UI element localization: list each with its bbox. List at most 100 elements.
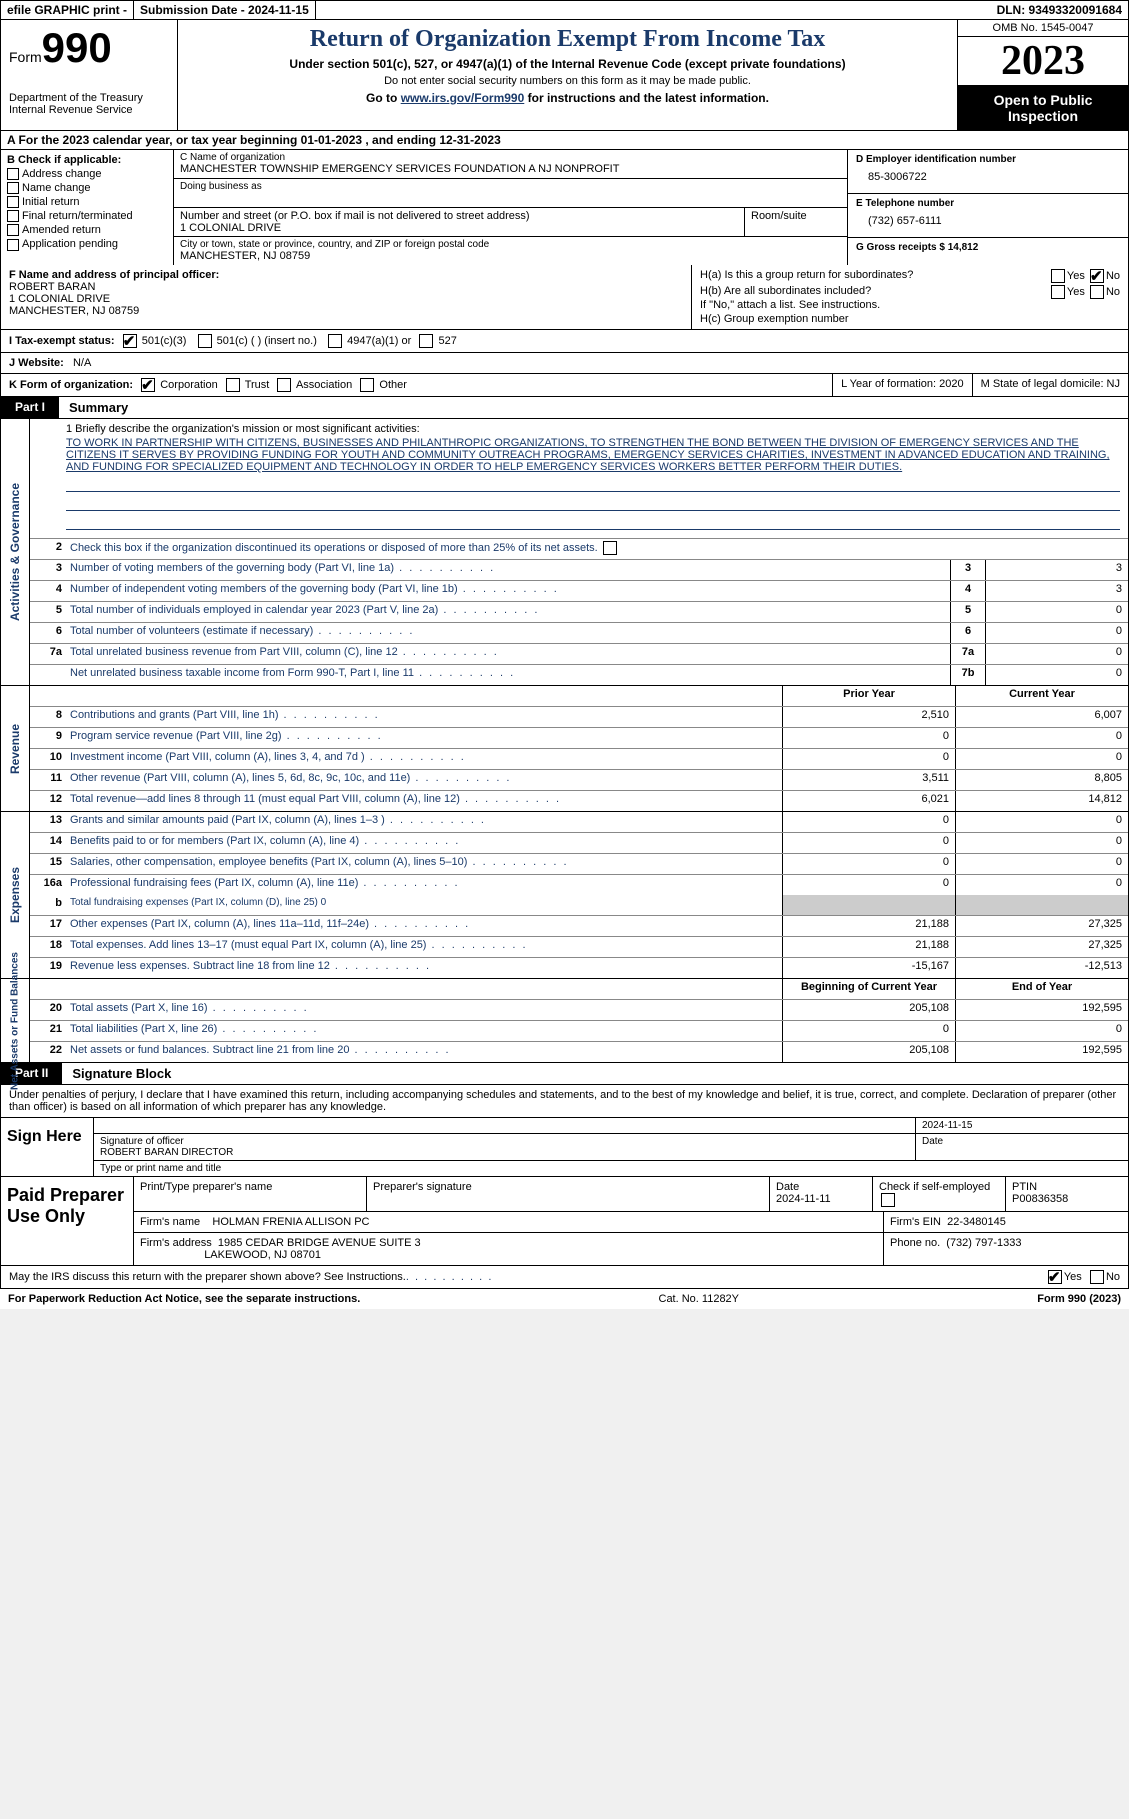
checkbox-icon[interactable] — [603, 541, 617, 555]
checkbox-icon[interactable] — [7, 168, 19, 180]
checkbox-icon[interactable] — [1051, 269, 1065, 283]
dln-label: DLN: 93493320091684 — [991, 1, 1128, 19]
checkbox-icon[interactable] — [7, 210, 19, 222]
checkbox-icon[interactable] — [419, 334, 433, 348]
line-desc: Check this box if the organization disco… — [66, 539, 1128, 559]
group-return-cell: H(a) Is this a group return for subordin… — [692, 265, 1128, 329]
phone-label: E Telephone number — [856, 198, 1120, 209]
irs-link[interactable]: www.irs.gov/Form990 — [401, 91, 525, 105]
form-org-cell: K Form of organization: Corporation Trus… — [1, 374, 415, 396]
preparer-label: Paid Preparer Use Only — [1, 1177, 134, 1265]
website-value: N/A — [73, 357, 91, 369]
prep-name-head: Print/Type preparer's name — [134, 1177, 367, 1211]
opt-address-change: Address change — [7, 168, 167, 180]
governance-block: Activities & Governance 1 Briefly descri… — [0, 419, 1129, 686]
line-num: 21 — [30, 1021, 66, 1041]
form-link-line: Go to www.irs.gov/Form990 for instructio… — [184, 91, 951, 105]
summary-row: 19Revenue less expenses. Subtract line 1… — [30, 958, 1128, 978]
checkbox-icon[interactable] — [1051, 285, 1065, 299]
line-num: 12 — [30, 791, 66, 811]
checkbox-icon[interactable] — [360, 378, 374, 392]
line-num: 15 — [30, 854, 66, 874]
opt-527: 527 — [438, 335, 456, 347]
line-box: 6 — [950, 623, 985, 643]
checkbox-icon[interactable] — [1090, 285, 1104, 299]
public-inspection: Open to Public Inspection — [958, 86, 1128, 130]
checkbox-icon[interactable] — [7, 196, 19, 208]
form-number: Form990 — [9, 24, 169, 72]
prior-year-value: 21,188 — [782, 916, 955, 936]
opt-label: Name change — [22, 182, 91, 194]
form-ref-pre: Form — [1037, 1293, 1068, 1305]
checkbox-icon[interactable] — [1090, 1270, 1104, 1284]
netassets-header: Beginning of Current Year End of Year — [30, 979, 1128, 1000]
checkbox-icon[interactable] — [7, 239, 19, 251]
prior-year-value: 205,108 — [782, 1042, 955, 1062]
prep-header-row: Print/Type preparer's name Preparer's si… — [134, 1177, 1128, 1212]
firm-addr-label: Firm's address — [140, 1237, 212, 1249]
checkbox-icon[interactable] — [198, 334, 212, 348]
end-year-head: End of Year — [955, 979, 1128, 999]
checkbox-icon[interactable] — [277, 378, 291, 392]
checkbox-icon[interactable] — [1048, 1270, 1062, 1284]
summary-row: 11Other revenue (Part VIII, column (A), … — [30, 770, 1128, 791]
line-num: 17 — [30, 916, 66, 936]
current-year-value: 0 — [955, 812, 1128, 832]
line-num: 18 — [30, 937, 66, 957]
website-label: J Website: — [9, 357, 64, 369]
checkbox-icon[interactable] — [123, 334, 137, 348]
checkbox-icon[interactable] — [141, 378, 155, 392]
opt-amended-return: Amended return — [7, 224, 167, 236]
line-num: 11 — [30, 770, 66, 790]
row-2: 2 Check this box if the organization dis… — [30, 539, 1128, 560]
sig-officer-name: ROBERT BARAN DIRECTOR — [100, 1147, 909, 1158]
line-desc: Total number of individuals employed in … — [66, 602, 950, 622]
checkbox-icon[interactable] — [226, 378, 240, 392]
current-year-value: 6,007 — [955, 707, 1128, 727]
blank — [94, 1118, 916, 1133]
part1-title: Summary — [59, 397, 138, 418]
begin-year-head: Beginning of Current Year — [782, 979, 955, 999]
prep-ptin-cell: PTIN P00836358 — [1006, 1177, 1128, 1211]
current-year-head: Current Year — [955, 686, 1128, 706]
sign-here-block: Sign Here 2024-11-15 Signature of office… — [0, 1118, 1129, 1177]
blank — [30, 979, 66, 999]
line-value: 3 — [985, 581, 1128, 601]
line-desc: Total number of volunteers (estimate if … — [66, 623, 950, 643]
checkbox-icon[interactable] — [7, 224, 19, 236]
line-desc: Other revenue (Part VIII, column (A), li… — [66, 770, 782, 790]
line-num: 6 — [30, 623, 66, 643]
tax-exempt-row: I Tax-exempt status: 501(c)(3) 501(c) ( … — [0, 330, 1129, 353]
line-desc: Revenue less expenses. Subtract line 18 … — [66, 958, 782, 978]
current-year-value: 0 — [955, 728, 1128, 748]
submission-date: Submission Date - 2024-11-15 — [134, 1, 316, 19]
current-year-value: 0 — [955, 749, 1128, 769]
summary-row: 7aTotal unrelated business revenue from … — [30, 644, 1128, 665]
summary-row: 3Number of voting members of the governi… — [30, 560, 1128, 581]
summary-row: 21Total liabilities (Part X, line 26)00 — [30, 1021, 1128, 1042]
desc-text: Check this box if the organization disco… — [70, 542, 598, 554]
governance-vlabel: Activities & Governance — [1, 419, 30, 685]
officer-addr2: MANCHESTER, NJ 08759 — [9, 305, 683, 317]
checkbox-icon[interactable] — [881, 1193, 895, 1207]
current-year-value: 0 — [955, 833, 1128, 853]
ha-answers: Yes No — [1049, 269, 1120, 283]
line-num: 7a — [30, 644, 66, 664]
grey-cell — [955, 895, 1128, 915]
prep-addr-row: Firm's address 1985 CEDAR BRIDGE AVENUE … — [134, 1233, 1128, 1265]
opt-other: Other — [379, 379, 407, 391]
street-row: Number and street (or P.O. box if mail i… — [174, 208, 847, 237]
expenses-block: Expenses 13Grants and similar amounts pa… — [0, 812, 1129, 979]
opt-4947: 4947(a)(1) or — [347, 335, 411, 347]
line-desc: Net unrelated business taxable income fr… — [66, 665, 950, 685]
line-desc: Total expenses. Add lines 13–17 (must eq… — [66, 937, 782, 957]
checkbox-icon[interactable] — [7, 182, 19, 194]
checkbox-icon[interactable] — [328, 334, 342, 348]
website-row: J Website: N/A — [0, 353, 1129, 374]
sign-here-body: 2024-11-15 Signature of officer ROBERT B… — [94, 1118, 1128, 1176]
grey-cell — [782, 895, 955, 915]
prior-year-value: 0 — [782, 875, 955, 895]
ein-value: 85-3006722 — [856, 165, 1120, 189]
checkbox-icon[interactable] — [1090, 269, 1104, 283]
prior-year-value: 0 — [782, 833, 955, 853]
